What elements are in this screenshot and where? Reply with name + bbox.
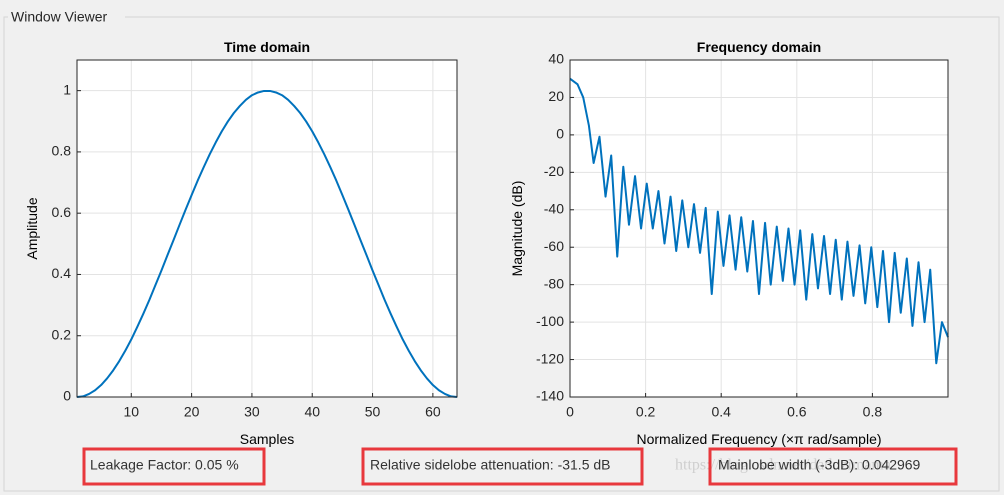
y-tick-label: -20: [544, 163, 564, 179]
panel-title: Window Viewer: [11, 9, 108, 25]
x-tick-label: 10: [123, 404, 139, 420]
y-tick-label: 40: [548, 51, 564, 67]
series-line: [569, 77, 949, 365]
y-tick-label: 0.4: [52, 265, 72, 281]
y-tick-label: -80: [544, 275, 564, 291]
y-tick-label: 0: [63, 388, 71, 404]
panel-title-bg: [8, 8, 125, 26]
sidelobe-attenuation: Relative sidelobe attenuation: -31.5 dB: [370, 457, 611, 473]
x-tick-label: 0.2: [636, 404, 656, 420]
x-tick-label: 0.4: [711, 404, 731, 420]
mainlobe-width: Mainlobe width (-3dB): 0.042969: [718, 457, 921, 473]
x-tick-label: 0.8: [863, 404, 883, 420]
y-tick-label: -40: [544, 200, 564, 216]
chart-title: Time domain: [224, 39, 310, 55]
leakage-factor: Leakage Factor: 0.05 %: [90, 457, 239, 473]
x-axis-label: Samples: [240, 431, 294, 447]
plot-area: [570, 60, 948, 397]
y-tick-label: -100: [536, 313, 564, 329]
axes-box: [76, 59, 458, 398]
watermark: https://blog.csdn.net/daduzimama: [675, 457, 891, 474]
x-tick-label: 40: [304, 404, 320, 420]
x-tick-label: 30: [244, 404, 260, 420]
y-tick-label: 0.6: [52, 204, 72, 220]
x-axis-label: Normalized Frequency (×π rad/sample): [636, 431, 881, 447]
x-tick-label: 0.6: [787, 404, 807, 420]
y-tick-label: 0.8: [52, 143, 72, 159]
highlight-box: [82, 447, 266, 486]
y-tick-label: 20: [548, 88, 564, 104]
y-tick-label: -140: [536, 388, 564, 404]
x-tick-label: 20: [184, 404, 200, 420]
axes-box: [569, 59, 949, 398]
panel-border: [3, 16, 1000, 492]
y-tick-label: 1: [63, 81, 71, 97]
y-tick-label: 0.2: [52, 326, 72, 342]
x-tick-label: 60: [425, 404, 441, 420]
y-tick-label: -120: [536, 350, 564, 366]
chart-title: Frequency domain: [697, 39, 821, 55]
y-axis-label: Magnitude (dB): [509, 181, 525, 277]
highlight-box: [361, 447, 644, 486]
y-axis-label: Amplitude: [24, 197, 40, 259]
series-line: [76, 89, 458, 398]
y-tick-label: 0: [556, 126, 564, 142]
x-tick-label: 50: [365, 404, 381, 420]
x-tick-label: 0: [566, 404, 574, 420]
plot-area: [77, 60, 457, 397]
highlight-box: [708, 447, 958, 486]
y-tick-label: -60: [544, 238, 564, 254]
